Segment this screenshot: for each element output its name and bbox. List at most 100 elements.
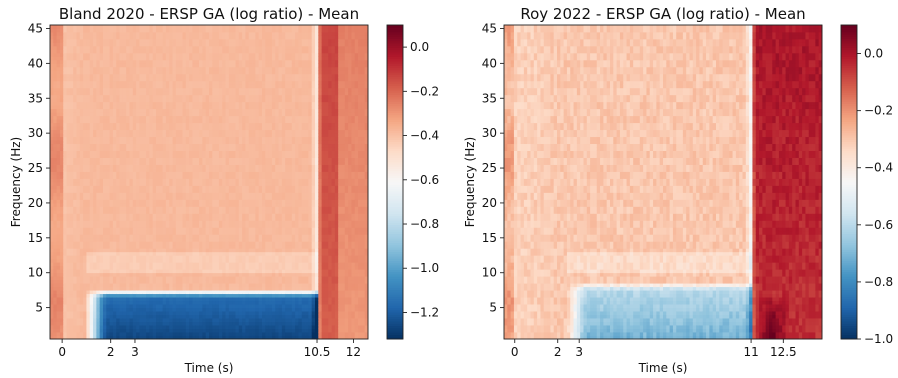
heatmap-cell bbox=[146, 143, 150, 148]
heatmap-cell bbox=[172, 272, 177, 277]
heatmap-cell bbox=[192, 70, 197, 75]
heatmap-cell bbox=[99, 304, 104, 308]
heatmap-cell bbox=[73, 171, 77, 176]
heatmap-cell bbox=[73, 234, 77, 239]
heatmap-cell bbox=[126, 129, 130, 134]
heatmap-cell bbox=[59, 311, 64, 315]
heatmap-cell bbox=[156, 276, 160, 281]
heatmap-cell bbox=[119, 77, 124, 82]
heatmap-cell bbox=[53, 293, 58, 298]
heatmap-cell bbox=[156, 171, 160, 176]
heatmap-cell bbox=[116, 272, 120, 277]
heatmap-cell bbox=[199, 227, 203, 232]
heatmap-cell bbox=[146, 73, 150, 78]
heatmap-cell bbox=[99, 251, 104, 256]
heatmap-cell bbox=[218, 213, 223, 218]
heatmap-cell bbox=[218, 283, 223, 288]
heatmap-cell bbox=[116, 202, 120, 207]
heatmap-cell bbox=[195, 77, 200, 82]
heatmap-cell bbox=[182, 101, 187, 106]
heatmap-cell bbox=[56, 87, 61, 92]
heatmap-cell bbox=[126, 56, 130, 61]
heatmap-cell bbox=[73, 94, 77, 99]
heatmap-cell bbox=[215, 332, 220, 336]
heatmap-cell bbox=[169, 31, 173, 36]
heatmap-cell bbox=[63, 133, 67, 138]
heatmap-cell bbox=[53, 175, 58, 179]
heatmap-cell bbox=[146, 31, 150, 36]
heatmap-cell bbox=[202, 77, 207, 82]
heatmap-cell bbox=[96, 199, 101, 204]
heatmap-cell bbox=[112, 216, 117, 221]
heatmap-cell bbox=[189, 188, 193, 193]
heatmap-cell bbox=[189, 140, 193, 145]
heatmap-cell bbox=[146, 272, 150, 277]
heatmap-cell bbox=[69, 195, 74, 200]
heatmap-cell bbox=[162, 129, 167, 134]
heatmap-cell bbox=[103, 101, 107, 106]
heatmap-cell bbox=[129, 244, 134, 249]
heatmap-cell bbox=[156, 63, 160, 68]
heatmap-cell bbox=[112, 35, 117, 40]
heatmap-cell bbox=[169, 244, 173, 249]
heatmap-cell bbox=[53, 248, 58, 253]
heatmap-cell bbox=[79, 258, 84, 263]
heatmap-cell bbox=[152, 251, 157, 256]
heatmap-cell bbox=[192, 269, 197, 274]
heatmap-cell bbox=[179, 314, 183, 319]
heatmap-cell bbox=[225, 192, 230, 197]
heatmap-cell bbox=[86, 206, 91, 211]
heatmap-cell bbox=[215, 314, 220, 319]
heatmap-cell bbox=[59, 182, 64, 186]
heatmap-cell bbox=[202, 206, 207, 211]
heatmap-cell bbox=[66, 297, 71, 302]
heatmap-cell bbox=[86, 199, 91, 204]
heatmap-cell bbox=[142, 199, 147, 204]
heatmap-cell bbox=[182, 91, 187, 96]
heatmap-cell bbox=[209, 178, 213, 183]
heatmap-cell bbox=[83, 136, 87, 141]
heatmap-cell bbox=[63, 223, 67, 228]
heatmap-cell bbox=[139, 300, 144, 305]
heatmap-cell bbox=[119, 154, 124, 158]
heatmap-cell bbox=[195, 73, 200, 78]
heatmap-cell bbox=[76, 335, 81, 340]
heatmap-cell bbox=[149, 223, 154, 228]
heatmap-cell bbox=[116, 182, 120, 186]
heatmap-cell bbox=[50, 234, 54, 239]
heatmap-cell bbox=[139, 244, 144, 249]
heatmap-cell bbox=[212, 154, 217, 158]
heatmap-cell bbox=[209, 84, 213, 89]
heatmap-cell bbox=[53, 202, 58, 207]
heatmap-cell bbox=[185, 321, 190, 326]
heatmap-cell bbox=[109, 209, 114, 214]
heatmap-cell bbox=[50, 237, 54, 242]
heatmap-cell bbox=[212, 105, 217, 110]
heatmap-cell bbox=[93, 199, 97, 204]
heatmap-cell bbox=[146, 300, 150, 305]
heatmap-cell bbox=[59, 328, 64, 333]
heatmap-cell bbox=[89, 328, 94, 333]
heatmap-cell bbox=[112, 209, 117, 214]
heatmap-cell bbox=[89, 262, 94, 267]
heatmap-cell bbox=[116, 35, 120, 40]
heatmap-cell bbox=[228, 265, 233, 270]
heatmap-cell bbox=[225, 91, 230, 96]
heatmap-cell bbox=[89, 161, 94, 165]
heatmap-cell bbox=[132, 63, 137, 68]
heatmap-cell bbox=[99, 258, 104, 263]
heatmap-cell bbox=[73, 178, 77, 183]
heatmap-cell bbox=[182, 115, 187, 120]
heatmap-cell bbox=[142, 49, 147, 54]
heatmap-cell bbox=[139, 321, 144, 326]
heatmap-cell bbox=[103, 171, 107, 176]
heatmap-cell bbox=[182, 279, 187, 284]
heatmap-cell bbox=[212, 80, 217, 85]
heatmap-cell bbox=[112, 265, 117, 270]
heatmap-cell bbox=[89, 129, 94, 134]
heatmap-cell bbox=[212, 129, 217, 134]
heatmap-cell bbox=[53, 98, 58, 103]
heatmap-cell bbox=[146, 171, 150, 176]
heatmap-cell bbox=[165, 63, 170, 68]
heatmap-cell bbox=[53, 38, 58, 43]
